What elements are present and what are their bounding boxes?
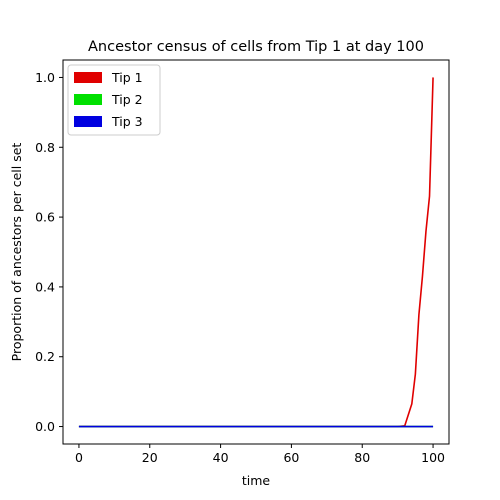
legend-swatch-tip-2 [74,94,102,105]
plot-frame [62,59,450,445]
x-tick-label: 40 [213,450,229,465]
y-axis: 0.0 0.2 0.4 0.6 0.8 1.0 [35,70,63,434]
x-axis: 0 20 40 60 80 100 [75,444,445,465]
y-tick-label: 0.0 [35,419,55,434]
y-tick-label: 0.6 [35,210,55,225]
y-tick-label: 0.2 [35,349,55,364]
y-tick-label: 0.4 [35,279,55,294]
legend-swatch-tip-3 [74,116,102,127]
x-tick-label: 80 [354,450,370,465]
x-axis-label: time [242,473,271,488]
chart-title: Ancestor census of cells from Tip 1 at d… [88,39,424,55]
legend-label-tip-2: Tip 2 [111,92,143,107]
legend-swatch-tip-1 [74,72,102,83]
legend-label-tip-1: Tip 1 [111,70,143,85]
x-tick-label: 100 [421,450,445,465]
y-tick-label: 0.8 [35,140,55,155]
y-tick-label: 1.0 [35,70,55,85]
series-layer [78,77,434,428]
x-tick-label: 20 [142,450,158,465]
x-tick-label: 60 [283,450,299,465]
x-tick-label: 0 [75,450,83,465]
legend: Tip 1 Tip 2 Tip 3 [67,64,161,136]
y-axis-label: Proportion of ancestors per cell set [9,143,24,362]
legend-label-tip-3: Tip 3 [111,114,143,129]
